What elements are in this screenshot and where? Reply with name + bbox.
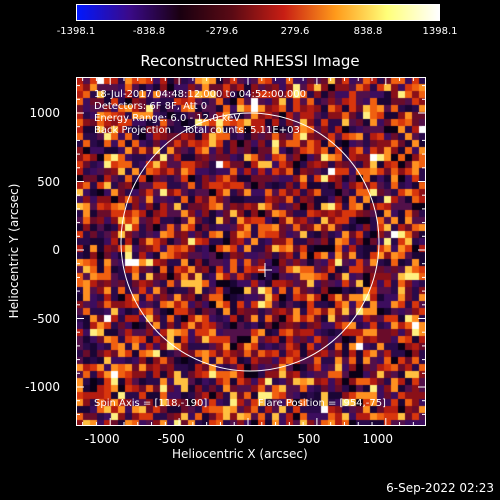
axis-tickmarks bbox=[76, 77, 426, 426]
energy-range-label: Energy Range: 6.0 - 12.0 keV bbox=[94, 113, 241, 124]
detectors-label: Detectors: 6F 8F, Att 0 bbox=[94, 101, 208, 112]
time-range-label: 18-Jul-2017 04:48:12.000 to 04:52:00.000 bbox=[94, 89, 306, 100]
timestamp: 6-Sep-2022 02:23 bbox=[386, 481, 494, 495]
x-axis-label: Heliocentric X (arcsec) bbox=[172, 447, 308, 461]
y-tick-label: 500 bbox=[37, 174, 60, 189]
spin-axis-marker bbox=[258, 263, 272, 277]
y-tick-label: -1000 bbox=[25, 380, 60, 394]
x-tick-label: 500 bbox=[297, 432, 321, 446]
colorbar-tick-label: 1398.1 bbox=[422, 26, 458, 37]
plot-frame bbox=[76, 77, 426, 426]
plot-overlay bbox=[76, 77, 426, 426]
colorbar-tick-label: -1398.1 bbox=[56, 26, 96, 37]
y-tick-label: 1000 bbox=[29, 106, 60, 120]
spin-axis-label: Spin Axis = [118,-190] bbox=[94, 398, 208, 409]
colorbar-tick-label: -838.8 bbox=[132, 26, 166, 37]
method-counts-label: Back Projection Total counts: 5.11E+03 bbox=[94, 125, 300, 136]
flare-position-label: Flare Position = [954,-75] bbox=[258, 398, 386, 409]
colorbar bbox=[76, 4, 440, 21]
rhessi-image bbox=[76, 77, 426, 426]
x-tick-label: 1000 bbox=[362, 432, 394, 446]
x-tick-label: -500 bbox=[157, 432, 185, 446]
x-tick-label: -1000 bbox=[84, 432, 120, 446]
x-tick-label: 0 bbox=[236, 432, 244, 446]
image-title: Reconstructed RHESSI Image bbox=[140, 52, 360, 70]
y-tick-label: -500 bbox=[32, 311, 60, 326]
y-tick-label: 0 bbox=[52, 243, 60, 257]
y-axis-label: Heliocentric Y (arcsec) bbox=[7, 183, 21, 319]
solar-limb-circle bbox=[120, 112, 380, 372]
colorbar-tick-label: 279.6 bbox=[280, 26, 310, 37]
colorbar-tick-label: 838.8 bbox=[353, 26, 383, 37]
colorbar-tick-label: -279.6 bbox=[205, 26, 239, 37]
